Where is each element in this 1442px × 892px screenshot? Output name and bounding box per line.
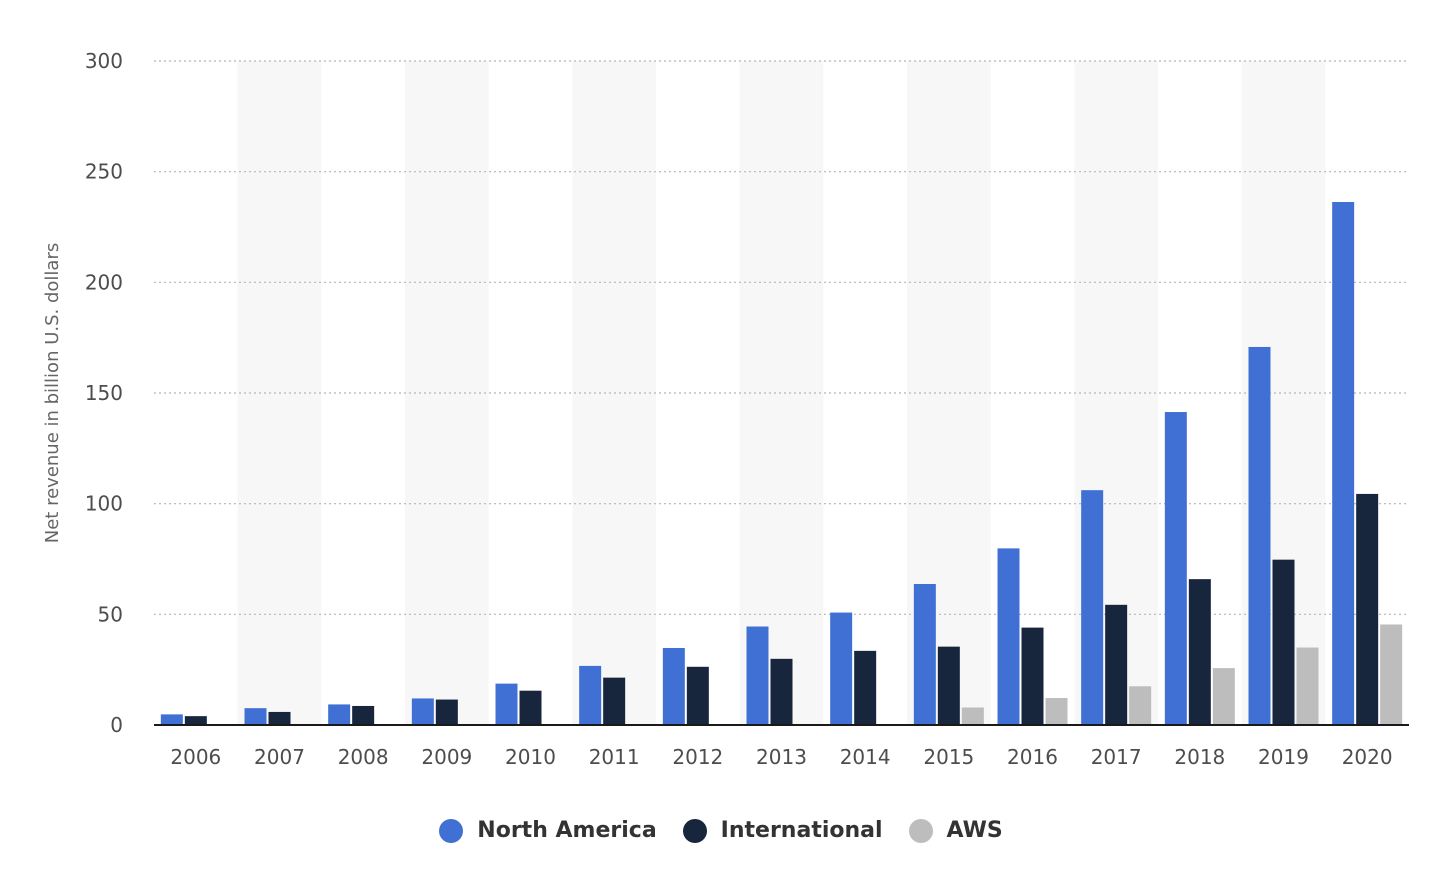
x-tick-label: 2020	[1342, 745, 1393, 769]
bar-international-2017[interactable]	[1105, 604, 1128, 725]
bar-international-2014[interactable]	[854, 650, 877, 725]
bar-aws-2017[interactable]	[1129, 686, 1152, 725]
bar-north-america-2006[interactable]	[160, 714, 183, 725]
bar-international-2013[interactable]	[770, 658, 793, 725]
y-axis-ticks: 0 50 100 150 200 250 300	[85, 49, 123, 737]
bar-international-2016[interactable]	[1021, 627, 1044, 725]
bar-north-america-2008[interactable]	[328, 704, 351, 725]
x-axis-ticks: 2006 2007 2008 2009 2010 2011 2012 2013 2014 2015…	[170, 745, 1392, 769]
bar-north-america-2016[interactable]	[997, 548, 1020, 725]
category-band	[405, 61, 489, 725]
x-tick-label: 2012	[672, 745, 723, 769]
legend-swatch-north-america	[439, 818, 464, 843]
bar-international-2007[interactable]	[268, 711, 291, 725]
x-tick-label: 2006	[170, 745, 221, 769]
x-tick-label: 2011	[589, 745, 640, 769]
x-tick-label: 2017	[1091, 745, 1142, 769]
legend-item-international[interactable]: International	[682, 818, 883, 843]
x-tick-label: 2007	[254, 745, 305, 769]
bar-international-2019[interactable]	[1272, 559, 1295, 725]
x-tick-label: 2013	[756, 745, 807, 769]
bar-aws-2016[interactable]	[1045, 697, 1068, 725]
bar-north-america-2009[interactable]	[411, 698, 434, 725]
legend-item-north-america[interactable]: North America	[439, 818, 657, 843]
bar-north-america-2013[interactable]	[746, 626, 769, 725]
x-tick-label: 2015	[923, 745, 974, 769]
y-tick-label: 100	[85, 492, 123, 516]
x-tick-label: 2009	[421, 745, 472, 769]
bars	[160, 201, 1403, 726]
legend-swatch-aws	[908, 818, 933, 843]
bar-international-2018[interactable]	[1188, 579, 1211, 725]
x-tick-label: 2018	[1174, 745, 1225, 769]
bar-north-america-2012[interactable]	[662, 647, 685, 725]
legend-item-aws[interactable]: AWS	[908, 818, 1003, 843]
bar-international-2008[interactable]	[352, 705, 375, 725]
bar-aws-2018[interactable]	[1212, 668, 1235, 725]
y-tick-label: 0	[110, 713, 123, 737]
legend-label: International	[720, 818, 883, 843]
legend-label: AWS	[946, 818, 1003, 843]
bar-international-2020[interactable]	[1356, 493, 1379, 725]
bar-north-america-2011[interactable]	[579, 665, 602, 725]
x-tick-label: 2010	[505, 745, 556, 769]
bar-north-america-2019[interactable]	[1248, 346, 1271, 725]
x-tick-label: 2016	[1007, 745, 1058, 769]
x-tick-label: 2019	[1258, 745, 1309, 769]
bar-aws-2020[interactable]	[1380, 624, 1403, 725]
bar-aws-2015[interactable]	[961, 707, 984, 725]
bar-international-2015[interactable]	[937, 646, 960, 725]
x-tick-label: 2008	[338, 745, 389, 769]
bar-international-2010[interactable]	[519, 690, 542, 725]
bar-north-america-2015[interactable]	[913, 584, 936, 725]
y-tick-label: 250	[85, 160, 123, 184]
bar-international-2006[interactable]	[184, 716, 207, 725]
bar-north-america-2017[interactable]	[1081, 490, 1104, 725]
bar-international-2011[interactable]	[603, 677, 626, 725]
legend: North America International AWS	[0, 818, 1442, 843]
bar-aws-2019[interactable]	[1296, 647, 1319, 725]
bar-north-america-2018[interactable]	[1164, 412, 1187, 725]
legend-swatch-international	[682, 818, 707, 843]
bar-international-2009[interactable]	[435, 699, 458, 725]
y-tick-label: 150	[85, 381, 123, 405]
bar-north-america-2020[interactable]	[1332, 201, 1355, 726]
y-tick-label: 200	[85, 270, 123, 294]
bar-north-america-2010[interactable]	[495, 683, 518, 725]
y-tick-label: 300	[85, 49, 123, 73]
bar-north-america-2007[interactable]	[244, 708, 267, 725]
legend-label: North America	[477, 818, 657, 843]
bar-international-2012[interactable]	[686, 666, 709, 725]
y-tick-label: 50	[98, 602, 123, 626]
x-tick-label: 2014	[840, 745, 891, 769]
y-axis-title: Net revenue in billion U.S. dollars	[42, 243, 63, 543]
bar-north-america-2014[interactable]	[830, 612, 853, 725]
